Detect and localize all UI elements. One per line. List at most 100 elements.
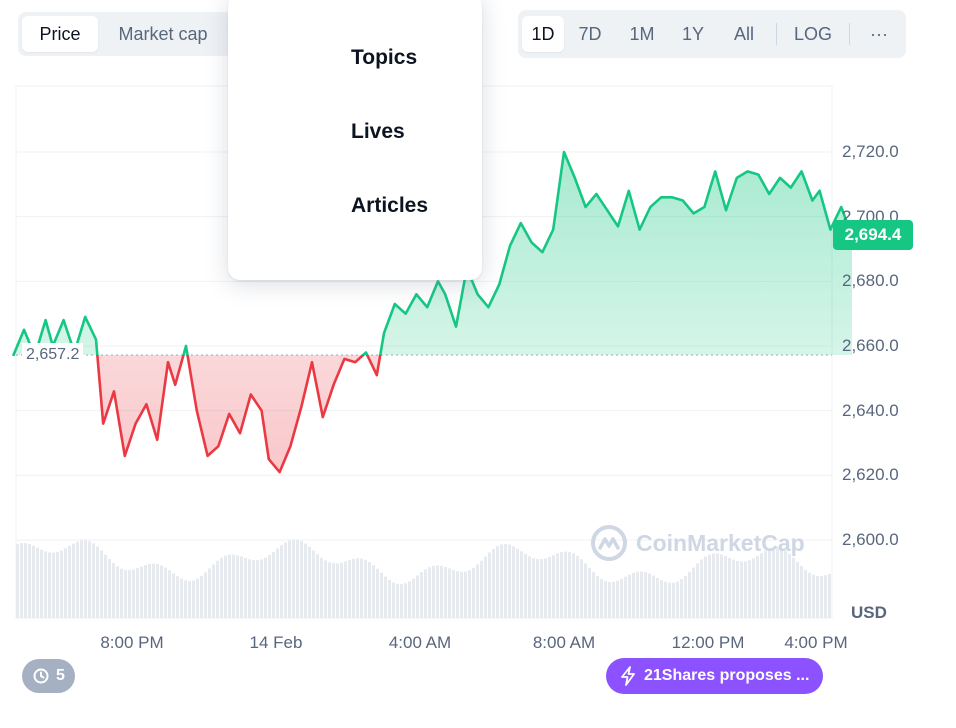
volume-bar — [188, 580, 191, 618]
volume-bar — [564, 551, 567, 618]
volume-bar — [824, 575, 827, 618]
coinmarketcap-logo-icon — [591, 525, 627, 561]
volume-bar — [152, 563, 155, 618]
history-count: 5 — [56, 667, 65, 684]
volume-bar — [288, 540, 291, 618]
range-1d[interactable]: 1D — [522, 16, 564, 52]
volume-bar — [560, 552, 563, 618]
volume-bar — [520, 551, 523, 618]
volume-bar — [756, 555, 759, 618]
volume-bar — [44, 551, 47, 618]
x-tick-label: 4:00 AM — [388, 633, 452, 652]
volume-bar — [728, 557, 731, 618]
tab-price[interactable]: Price — [22, 16, 98, 52]
volume-bar — [88, 541, 91, 618]
range-1y[interactable]: 1Y — [681, 23, 705, 44]
volume-bar — [600, 579, 603, 618]
volume-bar — [468, 570, 471, 618]
volume-bar — [92, 543, 95, 618]
volume-bar — [176, 576, 179, 618]
history-badge[interactable]: 5 — [22, 659, 75, 693]
volume-bar — [768, 548, 771, 618]
volume-bar — [616, 580, 619, 618]
range-separator — [849, 23, 850, 45]
volume-bar — [396, 583, 399, 618]
news-pill-text: 21Shares proposes ... — [644, 667, 810, 684]
volume-bars — [16, 539, 831, 618]
volume-bar — [716, 553, 719, 618]
volume-bar — [528, 556, 531, 618]
volume-bar — [180, 578, 183, 618]
volume-bar — [204, 572, 207, 618]
volume-bar — [264, 557, 267, 618]
volume-bar — [596, 576, 599, 618]
price-line-down — [12, 355, 382, 474]
volume-bar — [476, 564, 479, 618]
volume-bar — [708, 554, 711, 618]
volume-bar — [524, 554, 527, 618]
volume-bar — [132, 569, 135, 618]
volume-bar — [500, 544, 503, 618]
volume-bar — [568, 551, 571, 618]
volume-bar — [752, 558, 755, 618]
volume-bar — [784, 550, 787, 618]
volume-bar — [504, 543, 507, 618]
volume-bar — [788, 553, 791, 618]
volume-bar — [300, 541, 303, 618]
volume-bar — [324, 560, 327, 618]
range-all[interactable]: All — [733, 23, 754, 44]
currency-unit: USD — [851, 603, 887, 622]
y-tick-label: 2,640.0 — [842, 400, 899, 420]
tab-market-cap[interactable]: Market cap — [118, 23, 208, 44]
volume-bar — [236, 555, 239, 618]
price-line-up — [12, 150, 854, 356]
volume-bar — [296, 539, 299, 618]
volume-bar — [228, 554, 231, 618]
volume-bar — [260, 559, 263, 618]
volume-bar — [316, 554, 319, 618]
range-7d[interactable]: 7D — [578, 23, 602, 44]
volume-bar — [128, 570, 131, 618]
volume-bar — [428, 567, 431, 618]
volume-bar — [580, 559, 583, 618]
volume-bar — [472, 567, 475, 618]
volume-bar — [368, 562, 371, 618]
news-pill[interactable]: 21Shares proposes ... — [606, 658, 824, 694]
menu-item-topics[interactable]: Topics — [351, 46, 418, 69]
volume-bar — [532, 558, 535, 618]
volume-bar — [624, 576, 627, 618]
range-1m[interactable]: 1M — [629, 23, 655, 44]
menu-item-articles[interactable]: Articles — [351, 194, 429, 217]
volume-bar — [120, 568, 123, 618]
volume-bar — [712, 553, 715, 618]
volume-bar — [604, 581, 607, 618]
volume-bar — [304, 543, 307, 618]
more-options-button[interactable]: ··· — [870, 23, 888, 44]
volume-bar — [440, 565, 443, 618]
volume-bar — [776, 547, 779, 618]
menu-item-lives[interactable]: Lives — [351, 120, 405, 143]
volume-bar — [376, 568, 379, 618]
volume-bar — [420, 572, 423, 618]
volume-bar — [588, 567, 591, 618]
volume-bar — [536, 559, 539, 618]
x-tick-label: 12:00 PM — [671, 633, 745, 652]
volume-bar — [736, 560, 739, 618]
y-tick-label: 2,620.0 — [842, 465, 899, 485]
volume-bar — [460, 571, 463, 618]
volume-bar — [812, 574, 815, 618]
volume-bar — [64, 548, 67, 618]
volume-bar — [808, 572, 811, 618]
log-toggle[interactable]: LOG — [793, 23, 832, 44]
lightning-icon — [621, 666, 635, 686]
volume-bar — [360, 558, 363, 618]
volume-bar — [216, 560, 219, 618]
volume-bar — [312, 550, 315, 618]
volume-bar — [336, 563, 339, 618]
metric-tabs: Price Market cap — [18, 12, 232, 56]
volume-bar — [448, 568, 451, 618]
volume-bar — [284, 542, 287, 618]
x-tick-label: 4:00 PM — [784, 633, 848, 652]
volume-bar — [348, 559, 351, 618]
